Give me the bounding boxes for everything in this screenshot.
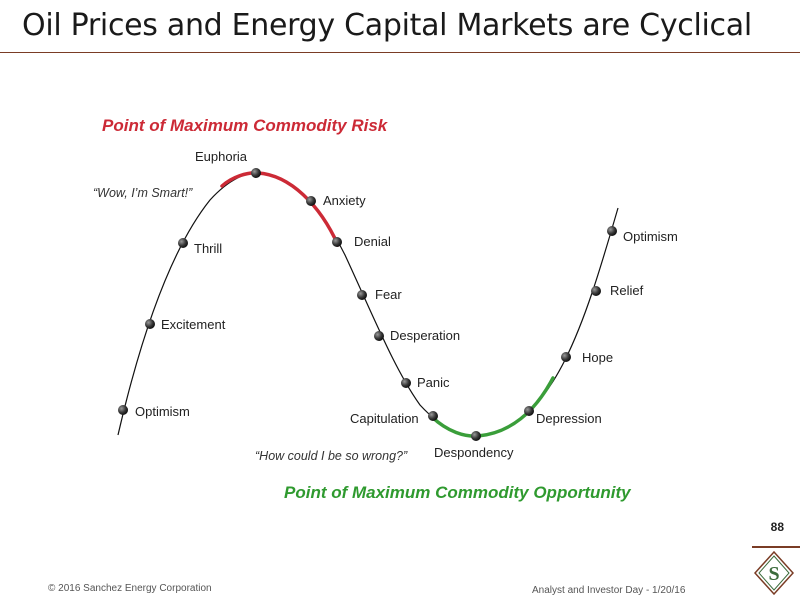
stage-label-denial: Denial <box>354 234 391 249</box>
opportunity-callout: Point of Maximum Commodity Opportunity <box>284 483 632 502</box>
stage-dot <box>401 378 411 388</box>
sanchez-logo: S <box>754 551 794 595</box>
quote-bottom: “How could I be so wrong?” <box>255 449 408 463</box>
copyright-text: © 2016 Sanchez Energy Corporation <box>48 583 212 594</box>
quote-top: “Wow, I’m Smart!” <box>93 186 193 200</box>
page-number: 88 <box>770 520 784 534</box>
stage-dot <box>332 237 342 247</box>
stage-label-desperation: Desperation <box>390 328 460 343</box>
stage-dot <box>524 406 534 416</box>
stage-label-anxiety: Anxiety <box>323 193 366 208</box>
stage-dot <box>357 290 367 300</box>
stage-dot <box>591 286 601 296</box>
stage-label-panic: Panic <box>417 375 450 390</box>
stage-dot <box>306 196 316 206</box>
stage-dots <box>118 168 617 441</box>
risk-callout: Point of Maximum Commodity Risk <box>102 116 389 135</box>
stage-dot <box>178 238 188 248</box>
risk-curve-segment <box>220 171 340 247</box>
stage-label-optimism-start: Optimism <box>135 404 190 419</box>
stage-dot <box>607 226 617 236</box>
logo-letter: S <box>768 563 779 585</box>
opportunity-curve-segment <box>430 376 555 438</box>
title-divider <box>0 52 800 53</box>
event-text: Analyst and Investor Day - 1/20/16 <box>532 585 686 596</box>
stage-dot <box>251 168 261 178</box>
stage-dot <box>118 405 128 415</box>
stage-dot <box>428 411 438 421</box>
stage-label-depression: Depression <box>536 411 602 426</box>
stage-label-relief: Relief <box>610 283 644 298</box>
cycle-curve <box>117 172 619 437</box>
stage-label-optimism-end: Optimism <box>623 229 678 244</box>
stage-dot <box>374 331 384 341</box>
stage-label-hope: Hope <box>582 350 613 365</box>
stage-dot <box>471 431 481 441</box>
stage-label-despondency: Despondency <box>434 445 514 460</box>
slide-title: Oil Prices and Energy Capital Markets ar… <box>22 8 752 43</box>
stage-dot <box>145 319 155 329</box>
stage-label-capitulation: Capitulation <box>350 411 419 426</box>
stage-label-thrill: Thrill <box>194 241 222 256</box>
stage-dot <box>561 352 571 362</box>
footer-divider <box>752 546 800 548</box>
stage-label-euphoria: Euphoria <box>195 149 248 164</box>
stage-label-fear: Fear <box>375 287 402 302</box>
stage-label-excitement: Excitement <box>161 317 226 332</box>
